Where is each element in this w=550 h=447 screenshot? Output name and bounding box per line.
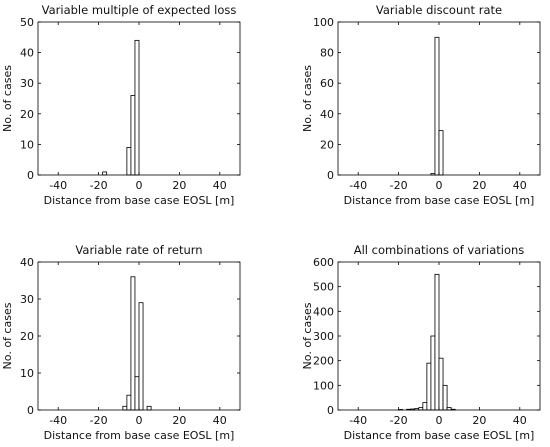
y-tick-label: 30 [20,293,34,306]
x-tick-label: 20 [172,414,186,427]
y-tick-label: 20 [20,108,34,121]
y-tick-label: 10 [20,367,34,380]
histogram-bar [134,39,140,176]
y-tick-label: 40 [320,108,334,121]
y-tick-label: 200 [313,355,334,368]
y-tick-label: 30 [20,77,34,90]
y-axis-label: No. of cases [301,65,314,132]
x-tick-label: -40 [349,414,367,427]
histogram-panel: -40 -20 0 20 40 0 20 40 60 80 100 Variable discount… [301,3,541,207]
x-axis-label: Distance from base case EOSL [m] [44,429,235,442]
x-tick-label: -20 [390,414,408,427]
histogram-bar [130,95,136,176]
y-tick-label: 40 [20,47,34,60]
y-tick-label: 0 [327,404,334,417]
histogram-bar [426,362,432,411]
histogram-bar [438,357,444,411]
y-tick-label: 40 [20,256,34,269]
x-tick-label: 0 [436,414,443,427]
y-axis-label: No. of cases [1,65,14,132]
x-tick-label: 0 [436,179,443,192]
histogram-panel: -40 -20 0 20 40 0 10 20 30 40 50 Variable multiple … [1,3,241,207]
y-tick-label: 500 [313,281,334,294]
y-tick-label: 0 [27,404,34,417]
x-tick-label: 20 [472,414,486,427]
x-tick-label: -20 [390,179,408,192]
x-tick-label: -40 [49,414,67,427]
x-tick-label: -40 [49,179,67,192]
y-tick-label: 100 [313,379,334,392]
histogram-panel: -40 -20 0 20 40 0 10 20 30 40 Variable rate of ret… [1,243,241,442]
y-tick-label: 80 [320,47,334,60]
x-axis-label: Distance from base case EOSL [m] [344,429,535,442]
x-tick-label: 40 [213,414,227,427]
y-axis-label: No. of cases [1,302,14,369]
histogram-bar [102,171,108,176]
y-tick-label: 400 [313,305,334,318]
x-tick-label: 40 [513,414,527,427]
x-axis-label: Distance from base case EOSL [m] [344,194,535,207]
x-tick-label: 20 [472,179,486,192]
histogram-bar [442,384,448,411]
x-tick-label: 0 [136,179,143,192]
histogram-bar [434,273,440,411]
histogram-bar [422,402,428,411]
histogram-bar [134,376,140,411]
histogram-bar [138,302,144,411]
chart-title: Variable multiple of expected loss [42,3,237,17]
histogram-bar [434,36,440,176]
y-tick-label: 10 [20,138,34,151]
y-tick-label: 20 [320,138,334,151]
histogram-bar [130,276,136,411]
chart-title: Variable discount rate [376,3,502,17]
histogram-bar [438,130,444,176]
x-tick-label: 40 [513,179,527,192]
y-tick-label: 300 [313,330,334,343]
y-tick-label: 600 [313,256,334,269]
y-tick-label: 100 [313,16,334,29]
histogram-bar [430,335,436,411]
histogram-bar [126,394,132,411]
chart-title: Variable rate of return [75,243,202,257]
histogram-bar [122,405,128,411]
histogram-bar [126,147,132,176]
y-tick-label: 20 [20,330,34,343]
chart-title: All combinations of variations [354,243,525,257]
histogram-bar [146,405,152,411]
y-tick-label: 50 [20,16,34,29]
y-axis-label: No. of cases [301,302,314,369]
y-tick-label: 0 [327,169,334,182]
x-tick-label: -20 [90,179,108,192]
x-axis-label: Distance from base case EOSL [m] [44,194,235,207]
x-tick-label: 20 [172,179,186,192]
y-tick-label: 60 [320,77,334,90]
x-tick-label: -20 [90,414,108,427]
x-tick-label: 0 [136,414,143,427]
y-tick-label: 0 [27,169,34,182]
x-tick-label: -40 [349,179,367,192]
x-tick-label: 40 [213,179,227,192]
